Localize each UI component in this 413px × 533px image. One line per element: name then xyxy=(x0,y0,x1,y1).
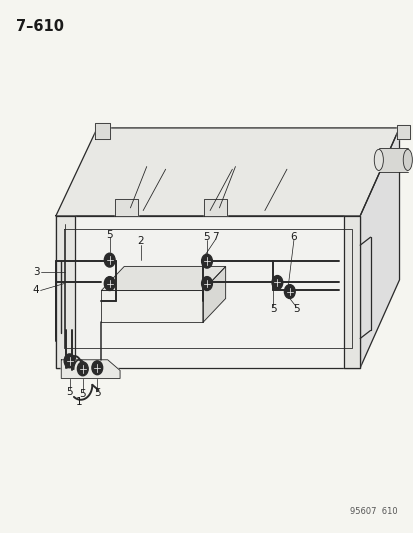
Text: 3: 3 xyxy=(33,267,39,277)
Polygon shape xyxy=(61,360,120,378)
Ellipse shape xyxy=(402,149,411,171)
Circle shape xyxy=(104,277,115,290)
Circle shape xyxy=(271,276,282,289)
Polygon shape xyxy=(56,216,359,368)
Circle shape xyxy=(104,253,115,267)
Circle shape xyxy=(92,361,102,375)
Circle shape xyxy=(201,254,212,268)
Polygon shape xyxy=(95,123,109,139)
Text: 5: 5 xyxy=(94,389,100,398)
Text: 5: 5 xyxy=(203,232,210,242)
Text: 4: 4 xyxy=(33,286,39,295)
Text: 5: 5 xyxy=(269,304,276,314)
Circle shape xyxy=(77,362,88,376)
Circle shape xyxy=(64,354,75,368)
Polygon shape xyxy=(101,266,225,290)
Text: 7–610: 7–610 xyxy=(16,19,64,34)
Polygon shape xyxy=(114,199,138,216)
Polygon shape xyxy=(359,128,399,368)
Polygon shape xyxy=(56,216,74,368)
Polygon shape xyxy=(101,290,202,322)
Circle shape xyxy=(201,277,212,290)
Polygon shape xyxy=(343,216,359,368)
Circle shape xyxy=(284,285,294,298)
Text: 6: 6 xyxy=(290,232,297,242)
Polygon shape xyxy=(203,199,226,216)
Polygon shape xyxy=(396,125,409,139)
Text: 95607  610: 95607 610 xyxy=(349,507,396,516)
Text: 5: 5 xyxy=(66,387,73,397)
Text: 5: 5 xyxy=(79,390,86,399)
Text: 5: 5 xyxy=(106,230,113,239)
Polygon shape xyxy=(202,266,225,322)
Text: 5: 5 xyxy=(292,304,299,314)
Text: 2: 2 xyxy=(137,236,144,246)
Bar xyxy=(378,148,407,172)
Polygon shape xyxy=(56,128,399,216)
Ellipse shape xyxy=(373,149,382,171)
Text: 7: 7 xyxy=(211,232,218,242)
Text: 1: 1 xyxy=(75,398,82,407)
